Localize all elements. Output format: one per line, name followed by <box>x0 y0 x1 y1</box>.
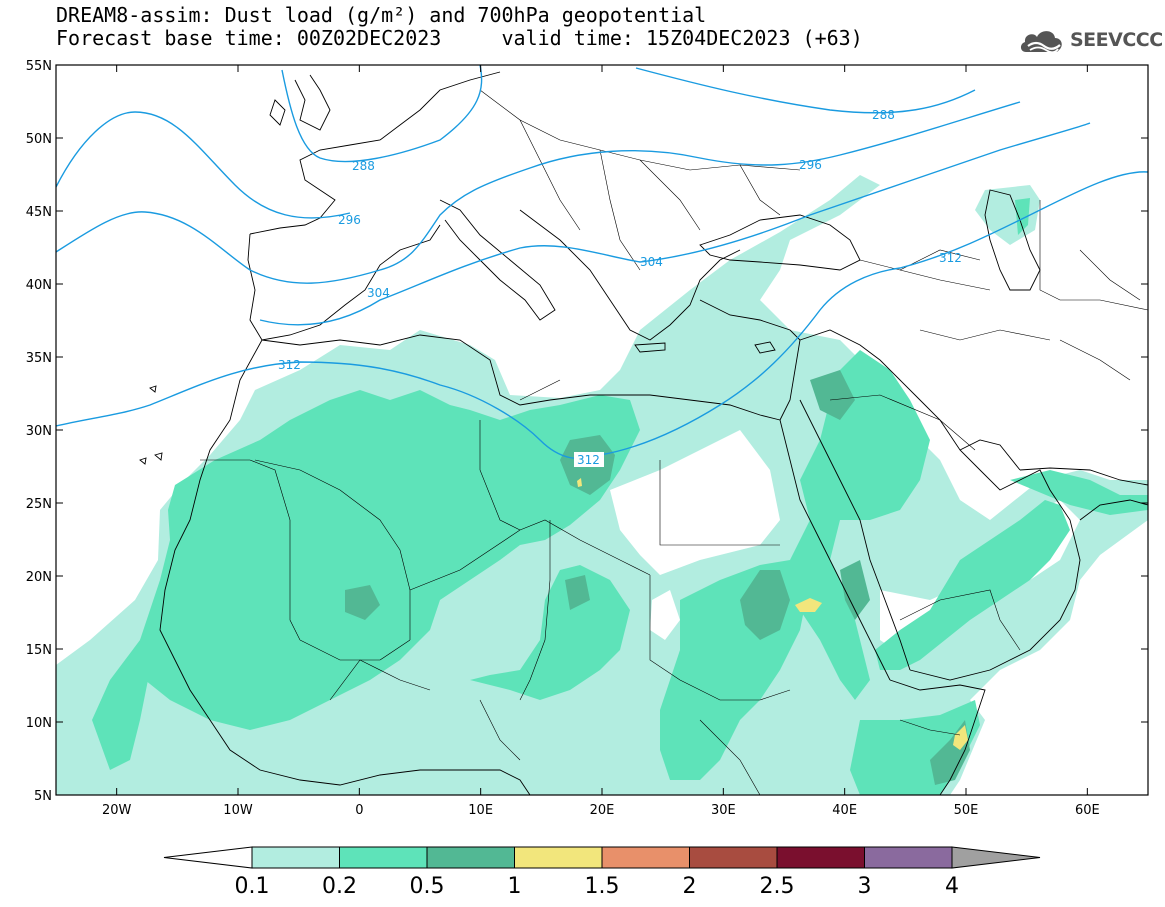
contour-312 <box>56 171 1148 460</box>
colorbar-label: 1 <box>508 874 522 899</box>
dust-shading-1 <box>577 478 968 750</box>
colorbar-label: 2 <box>683 874 697 899</box>
lat-tick-label: 45N <box>26 205 52 220</box>
contour-label-304: 304 <box>367 286 390 300</box>
contour-label-288: 288 <box>352 159 375 173</box>
lat-tick-label: 25N <box>26 497 52 512</box>
lon-tick-label: 0 <box>355 803 363 818</box>
lon-tick-label: 10W <box>223 803 253 818</box>
colorbar-segment <box>689 846 778 869</box>
coastlines <box>139 71 1148 795</box>
lat-tick-label: 35N <box>26 351 52 366</box>
lat-tick-label: 40N <box>26 278 52 293</box>
colorbar-label: 2.5 <box>760 874 795 899</box>
lat-tick-label: 20N <box>26 570 52 585</box>
contour-label-288-east: 288 <box>872 108 895 122</box>
forecast-time-subtitle: Forecast base time: 00Z02DEC2023 valid t… <box>56 26 863 50</box>
cloud-icon <box>1020 31 1062 54</box>
lon-tick-label: 30E <box>711 803 736 818</box>
lat-tick-label: 10N <box>26 716 52 731</box>
country-borders <box>200 89 1148 795</box>
colorbar-label: 0.5 <box>410 874 445 899</box>
colorbar-label: 0.1 <box>235 874 270 899</box>
colorbar-over-triangle <box>951 846 1041 869</box>
colorbar-under-triangle <box>163 846 253 869</box>
logo-text: SEEVCCC <box>1070 29 1163 51</box>
contour-label-box <box>574 452 604 467</box>
colorbar-label: 4 <box>945 874 959 899</box>
contour-288-west <box>56 111 351 219</box>
colorbar-segment <box>601 846 690 869</box>
map-title: DREAM8-assim: Dust load (g/m²) and 700hP… <box>56 3 707 27</box>
colorbar-segment <box>864 846 953 869</box>
longitude-axis: 20W 10W 0 10E 20E 30E 40E 50E 60E <box>102 65 1100 818</box>
colorbar-segment <box>514 846 603 869</box>
lon-tick-label: 50E <box>954 803 979 818</box>
colorbar-label: 1.5 <box>585 874 620 899</box>
contour-304 <box>259 122 1091 326</box>
lon-tick-label: 20E <box>590 803 615 818</box>
lat-tick-label: 30N <box>26 424 52 439</box>
geopotential-contours <box>56 65 1148 460</box>
contour-label-312-east: 312 <box>939 251 962 265</box>
lon-tick-label: 10E <box>468 803 493 818</box>
contour-label-296-east: 296 <box>799 158 822 172</box>
colorbar-segment <box>426 846 515 869</box>
colorbar: 0.1 0.2 0.5 1 1.5 2 2.5 3 4 <box>163 846 1041 899</box>
contour-label-312: 312 <box>278 358 301 372</box>
lat-tick-label: 55N <box>26 59 52 74</box>
colorbar-segment <box>339 846 428 869</box>
colorbar-segment <box>251 846 340 869</box>
lon-tick-label: 40E <box>832 803 857 818</box>
lat-tick-label: 15N <box>26 643 52 658</box>
contour-labels: 288 288 296 296 304 304 312 312 312 <box>278 108 962 467</box>
contour-label-312-mid: 312 <box>577 453 600 467</box>
colorbar-segment <box>776 846 865 869</box>
seevccc-logo: SEEVCCC <box>1018 24 1163 58</box>
contour-288-east <box>635 67 976 114</box>
contour-296-west <box>56 101 1021 284</box>
colorbar-label: 0.2 <box>322 874 357 899</box>
lon-tick-label: 20W <box>102 803 132 818</box>
lat-tick-label: 50N <box>26 132 52 147</box>
contour-288-main <box>281 65 483 163</box>
contour-label-296: 296 <box>338 213 361 227</box>
latitude-axis: 55N 50N 45N 40N 35N 30N 25N 20N 15N 10N 5N <box>26 59 1148 804</box>
contour-label-304-east: 304 <box>640 255 663 269</box>
lat-tick-label: 5N <box>34 789 52 804</box>
lon-tick-label: 60E <box>1075 803 1100 818</box>
map-plot-area: 288 288 296 296 304 304 312 312 312 <box>56 65 1148 795</box>
colorbar-label: 3 <box>858 874 872 899</box>
dust-shading-0.5 <box>345 370 970 785</box>
